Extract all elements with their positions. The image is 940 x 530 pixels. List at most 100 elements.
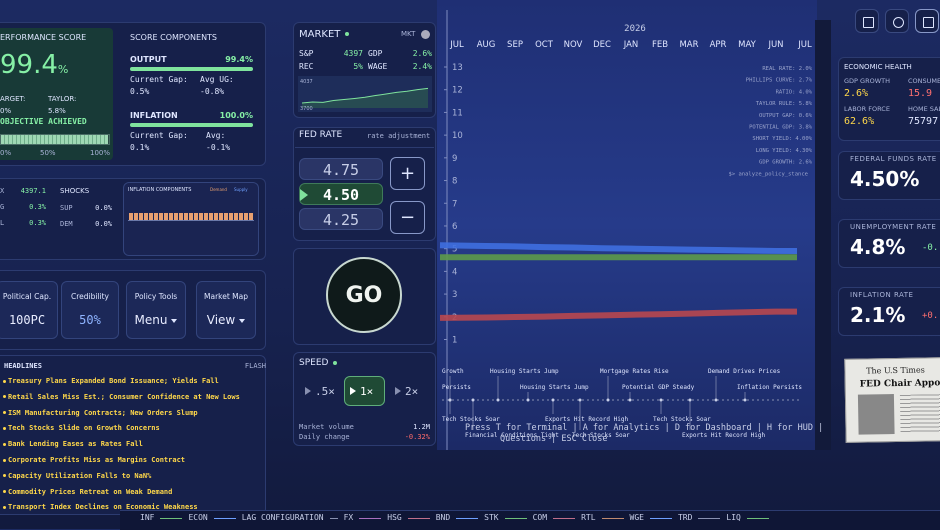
headline[interactable]: Bank Lending Eases as Rates Fall [8, 440, 143, 449]
avg-value: -0.8% [200, 87, 225, 96]
key-hint: Press T for Terminal | A for Analytics |… [465, 423, 823, 433]
ticker-item[interactable]: TRD [677, 513, 693, 522]
spark-top: 4037 [300, 79, 313, 85]
y-tick-label: 9 [452, 154, 457, 164]
market-label: REC [299, 62, 314, 71]
indicator-label: X [0, 187, 5, 195]
ticker: INF ECON LAG CONFIGURATION FX HSG BND STK COM RT… [140, 514, 769, 522]
indicator-value: 0.3% [29, 219, 46, 227]
rate-option[interactable]: 4.25 [299, 208, 383, 230]
ticker-item[interactable]: HSG [387, 513, 402, 522]
paper-name: The U.S Times [866, 365, 925, 376]
badge-dot [421, 30, 430, 39]
rate-option[interactable]: 4.50 [299, 183, 383, 205]
event-label: Potential GDP Steady [622, 384, 695, 391]
console-prompt: $> analyze_policy_stance [729, 171, 808, 177]
month-label: JAN [623, 40, 639, 50]
headline[interactable]: Treasury Plans Expanded Bond Issuance; Y… [8, 377, 219, 385]
tool-value: View [197, 314, 255, 326]
infl-bar [229, 213, 233, 220]
component-label: INFLATION [130, 111, 178, 120]
headline[interactable]: Retail Sales Miss Est.; Consumer Confide… [8, 392, 240, 401]
toolbar-button[interactable] [885, 9, 909, 33]
infl-bar [194, 212, 198, 220]
target-value: 0% [0, 107, 12, 115]
infl-legend: Supply [234, 187, 248, 192]
gap-value: 0.5% [130, 87, 150, 96]
indicator-value: 0.3% [29, 203, 46, 211]
plus-button[interactable]: + [390, 157, 425, 190]
gap-value: 0.1% [130, 143, 150, 152]
icon [923, 17, 934, 28]
ticker-bar [120, 510, 940, 530]
newspaper[interactable]: The U.S Times FED Chair Appoint [844, 357, 940, 443]
toolbar-button[interactable] [855, 9, 879, 33]
ticker-item[interactable]: LAG CONFIGURATION [241, 513, 324, 522]
toolbar-button[interactable] [915, 9, 939, 33]
headline[interactable]: Corporate Profits Miss as Margins Contra… [8, 456, 186, 464]
infl-bar [204, 213, 208, 220]
icon [863, 17, 874, 28]
market-label: GDP [368, 49, 383, 58]
change-label: Daily change [299, 433, 350, 441]
health-label: HOME SALE [908, 105, 940, 113]
headline[interactable]: ISM Manufacturing Contracts; New Orders … [8, 408, 198, 417]
event-label: Exports Hit Record High [682, 432, 765, 439]
headline[interactable]: Capacity Utilization Falls to NaN% [8, 471, 152, 480]
ticker-item[interactable]: FX [343, 513, 354, 522]
ticker-item[interactable]: LIQ [726, 513, 741, 522]
tool-value: 50% [79, 313, 101, 327]
shock-label: SUP [60, 204, 73, 212]
headline[interactable]: Transport Index Declines on Economic Wea… [8, 503, 198, 512]
ticker-item[interactable]: STK [484, 513, 499, 522]
ticker-item[interactable]: INF [140, 513, 155, 522]
bullet [3, 442, 6, 446]
infl-bar [139, 213, 143, 220]
indicator-label: G [0, 203, 5, 211]
headline[interactable]: Tech Stocks Slide on Growth Concerns [8, 424, 160, 433]
ticker-item[interactable]: COM [532, 513, 548, 522]
overlay-stat: GDP GROWTH: 2.6% [759, 160, 813, 166]
ticker-item[interactable]: WGE [629, 513, 644, 522]
rate-option[interactable]: 4.75 [299, 158, 383, 180]
event-label: Tech Stocks Soar [442, 416, 500, 423]
shock-value: 0.0% [95, 204, 112, 212]
series-line [439, 242, 797, 254]
tool-box[interactable]: Policy Tools Menu [126, 281, 186, 339]
event-label: Financial Conditions Tight [465, 432, 559, 439]
y-tick-label: 4 [452, 267, 457, 277]
overlay-stat: POTENTIAL GDP: 3.8% [749, 125, 813, 131]
health-value: 62.6% [844, 116, 875, 127]
infl-bar [159, 212, 163, 220]
speed-option[interactable]: .5× [299, 376, 340, 406]
infl-bar [174, 213, 178, 220]
event-label: Demand Drives Prices [708, 368, 781, 375]
shock-label: DEM [60, 220, 73, 228]
infl-bar [219, 212, 223, 220]
headline[interactable]: Commodity Prices Retreat on Weak Demand [8, 487, 173, 496]
month-label: MAR [679, 40, 698, 50]
infl-bar [224, 213, 228, 220]
scale-label: 0% [0, 149, 12, 157]
speed-option[interactable]: 1× [344, 376, 385, 406]
live-dot [333, 361, 337, 365]
speed-label: .5× [315, 385, 335, 398]
month-label: DEC [593, 40, 611, 50]
infl-bar [189, 213, 193, 220]
infl-bar [209, 212, 213, 220]
month-label: AUG [477, 40, 496, 50]
gap-label: Current Gap: [130, 75, 188, 84]
go-button[interactable]: GO [326, 257, 402, 333]
overlay-stat: SHORT YIELD: 4.00% [752, 136, 812, 142]
score-title: ERFORMANCE SCORE [0, 33, 87, 42]
tool-box[interactable]: Market Map View [196, 281, 256, 339]
component-bar [130, 123, 253, 127]
y-tick-label: 1 [452, 336, 457, 346]
speed-option[interactable]: 2× [389, 376, 430, 406]
minus-button[interactable]: − [390, 201, 425, 234]
ticker-item[interactable]: BND [435, 513, 451, 522]
ticker-item[interactable]: ECON [188, 513, 208, 522]
ticker-item[interactable]: RTL [581, 513, 596, 522]
bullet [3, 458, 6, 462]
